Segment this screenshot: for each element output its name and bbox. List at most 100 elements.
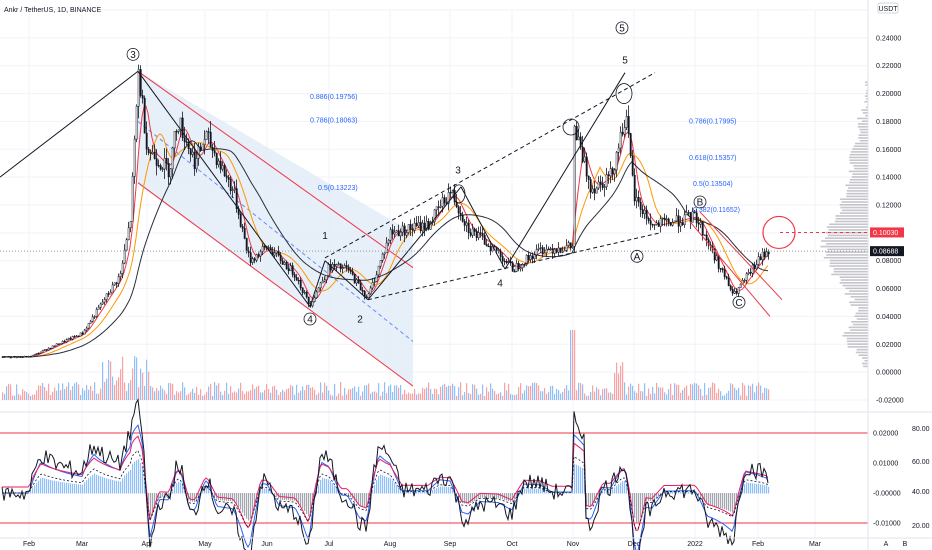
candle-body	[479, 232, 482, 234]
candle-body	[411, 228, 414, 231]
oscillator-histogram	[516, 493, 518, 498]
candle-body	[179, 117, 182, 131]
oscillator-histogram	[560, 492, 562, 494]
oscillator-histogram	[570, 492, 572, 494]
scale-button-a[interactable]: A	[884, 541, 889, 548]
volume-bar	[344, 388, 346, 400]
candle-body	[459, 212, 462, 216]
volume-profile-bar	[844, 293, 868, 295]
volume-bar	[694, 382, 696, 400]
time-tick-label: Feb	[23, 541, 35, 548]
volume-bar	[110, 361, 112, 400]
volume-bar	[572, 330, 574, 400]
candle-body	[149, 152, 152, 154]
volume-bar	[514, 395, 516, 400]
volume-bar	[588, 395, 590, 400]
candle-body	[175, 131, 178, 133]
volume-bar	[30, 395, 32, 400]
candle-body	[185, 141, 188, 143]
price-tick-label: 0.06000	[876, 286, 901, 293]
volume-bar	[676, 384, 678, 400]
oscillator-histogram	[756, 483, 758, 494]
volume-bar	[436, 389, 438, 400]
volume-profile-bar	[849, 290, 868, 292]
oscillator-histogram	[66, 482, 68, 494]
volume-bar	[306, 384, 308, 400]
time-tick-label: Feb	[752, 541, 764, 548]
candle-body	[231, 189, 234, 191]
candle-body	[583, 156, 586, 162]
candle-body	[171, 147, 174, 170]
oscillator-histogram	[746, 482, 748, 494]
wave-line	[309, 260, 326, 307]
volume-bar	[346, 394, 348, 400]
candle-body	[607, 174, 610, 177]
oscillator-histogram	[452, 489, 454, 494]
oscillator-histogram	[486, 493, 488, 498]
ma-fast	[2, 105, 769, 358]
volume-bar	[470, 394, 472, 400]
volume-bar	[414, 389, 416, 400]
volume-profile-bar	[862, 112, 868, 114]
volume-bar	[92, 390, 94, 400]
oscillator-histogram	[612, 489, 614, 494]
volume-profile-bar	[853, 165, 868, 167]
candle-body	[135, 105, 138, 140]
volume-bar	[508, 383, 510, 400]
oscillator-histogram	[54, 480, 56, 494]
candle-body	[55, 343, 58, 347]
volume-bar	[604, 388, 606, 400]
volume-bar	[712, 382, 714, 400]
volume-bar	[652, 386, 654, 400]
oscillator-histogram	[410, 491, 412, 494]
candle-body	[337, 263, 340, 265]
oscillator-signal-2	[2, 435, 769, 531]
volume-bar	[476, 388, 478, 400]
volume-bar	[158, 390, 160, 400]
volume-bar	[484, 395, 486, 400]
volume-bar	[200, 389, 202, 400]
candle-body	[613, 169, 616, 175]
oscillator-histogram	[118, 481, 120, 494]
candle-body	[41, 350, 44, 353]
candle-body	[143, 97, 146, 134]
volume-bar	[350, 389, 352, 400]
candle-body	[605, 174, 608, 187]
oscillator-histogram	[528, 488, 530, 494]
volume-bar	[334, 383, 336, 400]
volume-bar	[28, 394, 30, 400]
volume-bar	[176, 391, 178, 400]
candle-body	[361, 289, 364, 292]
volume-bar	[494, 391, 496, 400]
candle-body	[649, 220, 652, 225]
volume-bar	[80, 394, 82, 400]
price-tag	[870, 227, 904, 238]
volume-bar	[674, 383, 676, 400]
volume-bar	[244, 393, 246, 400]
volume-profile-bar	[845, 287, 868, 290]
candle-body	[369, 287, 372, 294]
volume-bar	[2, 392, 4, 400]
scale-button-b[interactable]: B	[903, 541, 908, 548]
price-tag	[870, 246, 904, 257]
oscillator-histogram	[28, 493, 30, 494]
candle-body	[453, 190, 456, 203]
oscillator-histogram	[670, 491, 672, 494]
wave-circle	[452, 184, 466, 204]
volume-bar	[752, 383, 754, 400]
volume-bar	[242, 391, 244, 400]
oscillator-histogram	[742, 488, 744, 494]
candle-body	[59, 343, 62, 345]
volume-bar	[420, 393, 422, 400]
candle-body	[393, 231, 396, 235]
candle-body	[483, 235, 486, 245]
candle-body	[531, 255, 534, 259]
price-tick-label: 0.24000	[876, 35, 901, 42]
candle-body	[227, 177, 230, 180]
candle-body	[71, 336, 74, 340]
volume-bar	[354, 386, 356, 400]
volume-bar	[434, 388, 436, 400]
candle-body	[323, 279, 326, 282]
